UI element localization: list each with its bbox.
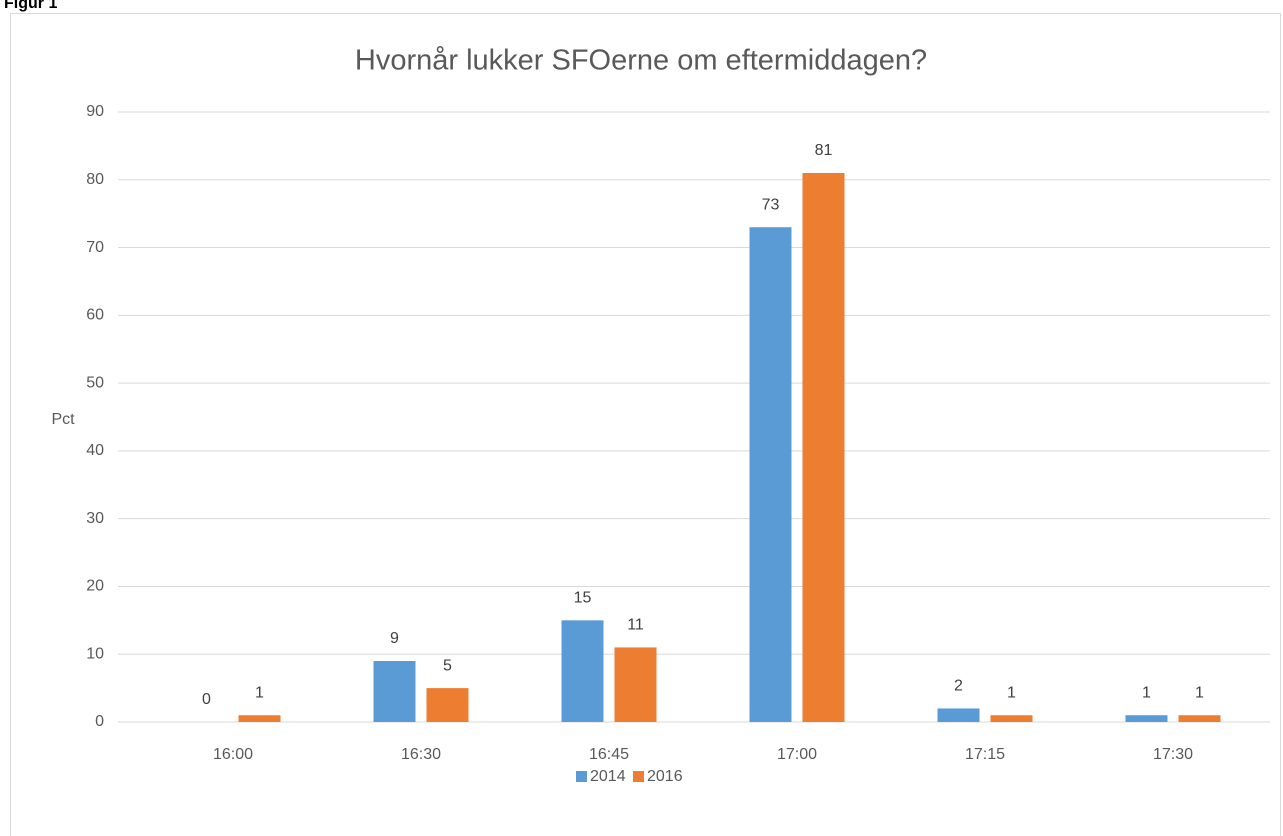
bar	[1178, 715, 1221, 722]
y-tick-label: 70	[86, 239, 104, 256]
data-label: 11	[627, 617, 644, 634]
y-tick-label: 90	[86, 103, 104, 120]
data-label: 5	[443, 657, 452, 674]
data-label: 1	[255, 684, 264, 701]
data-label: 1	[1007, 684, 1016, 701]
data-label: 9	[390, 630, 399, 647]
y-tick-label: 0	[95, 713, 104, 730]
y-tick-label: 40	[86, 442, 104, 459]
y-tick-label: 30	[86, 510, 104, 527]
data-label: 0	[202, 691, 211, 708]
data-label: 1	[1195, 684, 1204, 701]
data-label: 2	[954, 678, 963, 695]
bar	[238, 715, 281, 722]
y-tick-label: 50	[86, 374, 104, 391]
bar	[937, 708, 980, 722]
x-tick-label: 17:00	[777, 746, 817, 763]
data-label: 73	[762, 196, 780, 213]
figure-label: Figur 1	[4, 0, 57, 12]
bar	[426, 688, 469, 722]
x-tick-label: 17:15	[965, 746, 1005, 763]
chart-title: Hvornår lukker SFOerne om eftermiddagen?	[355, 45, 927, 77]
x-tick-label: 16:00	[213, 746, 253, 763]
y-tick-label: 20	[86, 578, 104, 595]
data-label: 81	[815, 142, 833, 159]
x-tick-label: 16:30	[401, 746, 441, 763]
data-label: 1	[1142, 684, 1151, 701]
legend-swatch	[576, 771, 587, 782]
bar	[802, 173, 845, 722]
data-label: 15	[574, 590, 592, 607]
legend-label: 2016	[647, 768, 683, 785]
bar	[749, 227, 792, 722]
bar	[1125, 715, 1168, 722]
y-axis-label: Pct	[51, 411, 75, 428]
x-tick-label: 17:30	[1153, 746, 1193, 763]
bar	[373, 661, 416, 722]
bar	[614, 647, 657, 722]
y-tick-label: 60	[86, 307, 104, 324]
y-tick-label: 10	[86, 645, 104, 662]
y-tick-label: 80	[86, 171, 104, 188]
bar	[561, 620, 604, 722]
bar	[990, 715, 1033, 722]
x-tick-label: 16:45	[589, 746, 629, 763]
legend-swatch	[633, 771, 644, 782]
legend-label: 2014	[590, 768, 626, 785]
